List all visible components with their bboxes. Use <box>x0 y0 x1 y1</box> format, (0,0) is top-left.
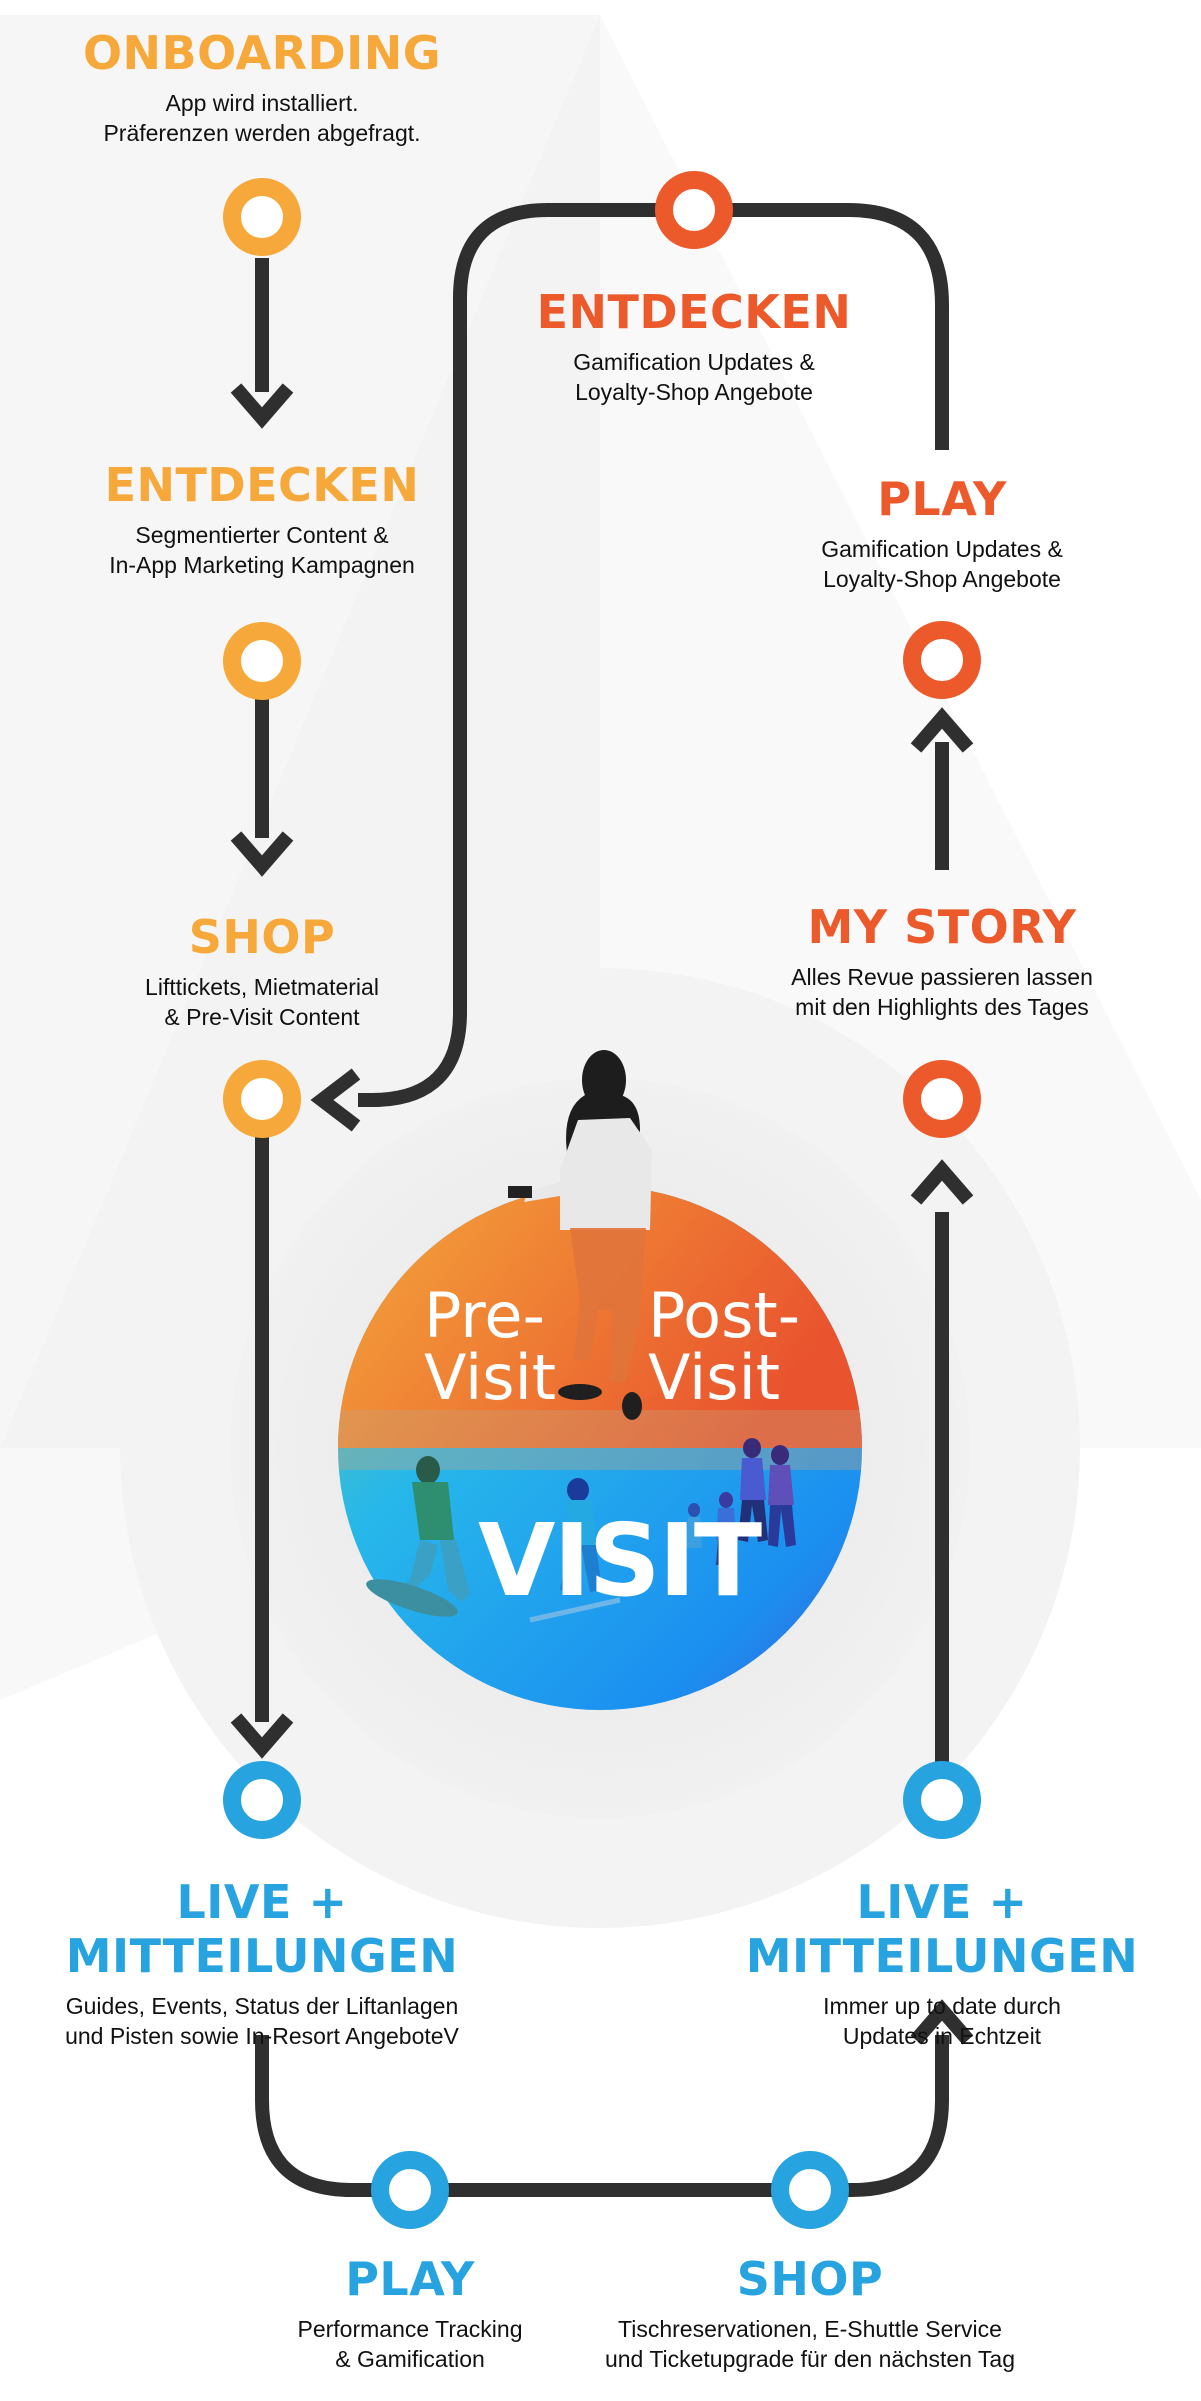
pre-visit-label: Pre- Visit <box>424 1279 557 1414</box>
step-shop-pre: SHOP Lifttickets, Mietmaterial & Pre-Vis… <box>0 910 542 1032</box>
arrow-up-2 <box>910 707 974 753</box>
node-shop-visit <box>771 2151 849 2229</box>
step-play-post-desc: Gamification Updates & Loyalty-Shop Ange… <box>821 536 1063 592</box>
step-play-post: PLAY Gamification Updates & Loyalty-Shop… <box>662 472 1201 594</box>
step-onboarding-desc: App wird installiert. Präferenzen werden… <box>103 90 421 146</box>
step-my-story-desc: Alles Revue passieren lassen mit den Hig… <box>791 964 1093 1020</box>
node-play-post <box>903 621 981 699</box>
step-shop-visit-title: SHOP <box>736 2252 884 2306</box>
line-post-loop <box>358 203 949 1107</box>
arrow-heads <box>230 383 974 2045</box>
node-mystory <box>903 1060 981 1138</box>
step-play-visit: PLAY Performance Tracking & Gamification <box>130 2252 690 2374</box>
step-live-left-desc: Guides, Events, Status der Liftanlagen u… <box>65 1993 459 2049</box>
post-visit-label: Post- Visit <box>648 1279 801 1414</box>
step-my-story-title: MY STORY <box>807 900 1077 954</box>
step-entdecken-post-desc: Gamification Updates & Loyalty-Shop Ange… <box>573 349 815 405</box>
snowboarder-illustration <box>366 1456 470 1617</box>
family-illustration <box>686 1438 796 1565</box>
step-entdecken-pre-desc: Segmentierter Content & In-App Marketing… <box>109 522 415 578</box>
step-entdecken-pre-title: ENTDECKEN <box>104 458 420 512</box>
step-entdecken-pre: ENTDECKEN Segmentierter Content & In-App… <box>0 458 542 580</box>
arrow-down-3 <box>230 1713 294 1759</box>
arrow-up-1 <box>910 1159 974 1205</box>
step-live-left: LIVE + MITTEILUNGEN Guides, Events, Stat… <box>0 1875 542 2051</box>
visit-orb <box>338 1186 862 1710</box>
step-live-right-desc: Immer up to date durch Updates in Echtze… <box>823 1993 1061 2049</box>
node-shop-pre <box>223 1060 301 1138</box>
visit-label: VISIT <box>478 1502 762 1619</box>
step-play-visit-title: PLAY <box>345 2252 475 2306</box>
step-live-left-title: LIVE + MITTEILUNGEN <box>65 1875 459 1983</box>
node-entdecken-pre <box>223 622 301 700</box>
flow-lines <box>255 203 949 2197</box>
woman-with-phone-illustration <box>508 1050 652 1420</box>
step-shop-visit-desc: Tischreservationen, E-Shuttle Service un… <box>604 2316 1016 2372</box>
node-live-left <box>223 1761 301 1839</box>
nodes <box>223 171 981 2229</box>
line-bottom-loop <box>255 2035 949 2197</box>
arrow-left-shop <box>310 1068 361 1132</box>
step-onboarding: ONBOARDING App wird installiert. Präfere… <box>0 26 542 148</box>
step-play-post-title: PLAY <box>877 472 1007 526</box>
arrow-down-2 <box>230 831 294 877</box>
step-my-story: MY STORY Alles Revue passieren lassen mi… <box>662 900 1201 1022</box>
step-shop-pre-desc: Lifttickets, Mietmaterial & Pre-Visit Co… <box>145 974 379 1030</box>
step-entdecken-post: ENTDECKEN Gamification Updates & Loyalty… <box>414 285 974 407</box>
arrow-down-1 <box>230 383 294 429</box>
step-entdecken-post-title: ENTDECKEN <box>536 285 852 339</box>
arrow-up-3 <box>910 1999 974 2045</box>
step-live-right-title: LIVE + MITTEILUNGEN <box>745 1875 1139 1983</box>
step-live-right: LIVE + MITTEILUNGEN Immer up to date dur… <box>662 1875 1201 2051</box>
step-play-visit-desc: Performance Tracking & Gamification <box>297 2316 523 2372</box>
node-onboarding <box>223 178 301 256</box>
step-onboarding-title: ONBOARDING <box>82 26 442 80</box>
step-shop-pre-title: SHOP <box>188 910 336 964</box>
skier-illustration <box>529 1478 621 1623</box>
node-live-right <box>903 1761 981 1839</box>
node-play-visit <box>371 2151 449 2229</box>
step-shop-visit: SHOP Tischreservationen, E-Shuttle Servi… <box>530 2252 1090 2374</box>
node-entdecken-post <box>655 171 733 249</box>
